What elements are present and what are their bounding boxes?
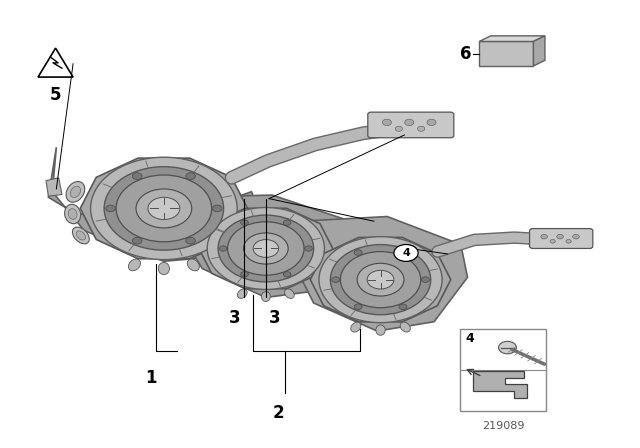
Circle shape [186,237,195,244]
Circle shape [332,277,340,282]
Polygon shape [46,178,62,196]
Polygon shape [290,216,467,331]
Text: 5: 5 [50,86,61,104]
Text: 1: 1 [145,369,157,387]
Circle shape [566,239,572,243]
Ellipse shape [188,259,199,271]
Circle shape [116,175,212,242]
FancyBboxPatch shape [529,228,593,249]
Ellipse shape [70,186,81,198]
Ellipse shape [129,259,141,271]
Circle shape [284,271,291,277]
Circle shape [220,246,227,251]
Circle shape [357,263,404,296]
Circle shape [244,233,288,264]
Ellipse shape [65,204,81,224]
Text: 2: 2 [273,404,284,422]
Polygon shape [180,195,349,297]
Circle shape [91,157,237,260]
Circle shape [104,167,223,250]
Circle shape [573,234,579,239]
Circle shape [541,234,547,239]
Ellipse shape [285,289,294,298]
Circle shape [212,205,222,212]
Ellipse shape [68,209,77,220]
Text: 219089: 219089 [482,421,524,431]
Circle shape [253,240,278,258]
Circle shape [367,270,394,289]
Circle shape [148,197,180,220]
Circle shape [404,119,413,125]
Polygon shape [80,158,248,258]
Polygon shape [473,371,527,398]
Circle shape [499,341,516,354]
Circle shape [241,271,248,277]
Circle shape [228,222,304,275]
Text: 6: 6 [460,45,472,63]
Circle shape [354,304,362,310]
Ellipse shape [158,263,170,275]
Circle shape [132,173,142,180]
Ellipse shape [237,289,247,298]
Circle shape [136,189,192,228]
Circle shape [399,250,407,255]
Circle shape [394,245,418,261]
Polygon shape [199,208,333,289]
Ellipse shape [72,227,90,244]
Circle shape [319,237,442,323]
Circle shape [305,246,312,251]
Ellipse shape [376,325,385,335]
Polygon shape [534,36,545,66]
Circle shape [132,237,142,244]
Circle shape [427,119,436,125]
Circle shape [284,220,291,225]
Text: 4: 4 [402,248,410,258]
Circle shape [330,245,431,314]
Circle shape [396,126,403,131]
Circle shape [106,205,115,212]
Ellipse shape [66,181,84,202]
Ellipse shape [400,322,410,332]
Circle shape [340,252,420,308]
Circle shape [399,304,407,310]
Text: 3: 3 [269,309,281,327]
Circle shape [382,119,392,125]
Polygon shape [49,147,259,261]
FancyBboxPatch shape [368,112,454,138]
Circle shape [354,250,362,255]
Polygon shape [479,36,545,42]
Circle shape [186,173,195,180]
Polygon shape [310,237,451,322]
Text: 3: 3 [228,309,241,327]
Bar [460,329,546,411]
Circle shape [207,207,324,289]
Circle shape [218,215,314,282]
Text: 4: 4 [465,332,474,345]
Ellipse shape [261,292,270,302]
Circle shape [421,277,429,282]
Circle shape [550,239,556,243]
Polygon shape [38,48,73,77]
Bar [479,42,534,66]
Circle shape [417,126,425,131]
Circle shape [557,234,563,239]
Ellipse shape [76,231,86,240]
Circle shape [241,220,248,225]
Ellipse shape [351,322,361,332]
